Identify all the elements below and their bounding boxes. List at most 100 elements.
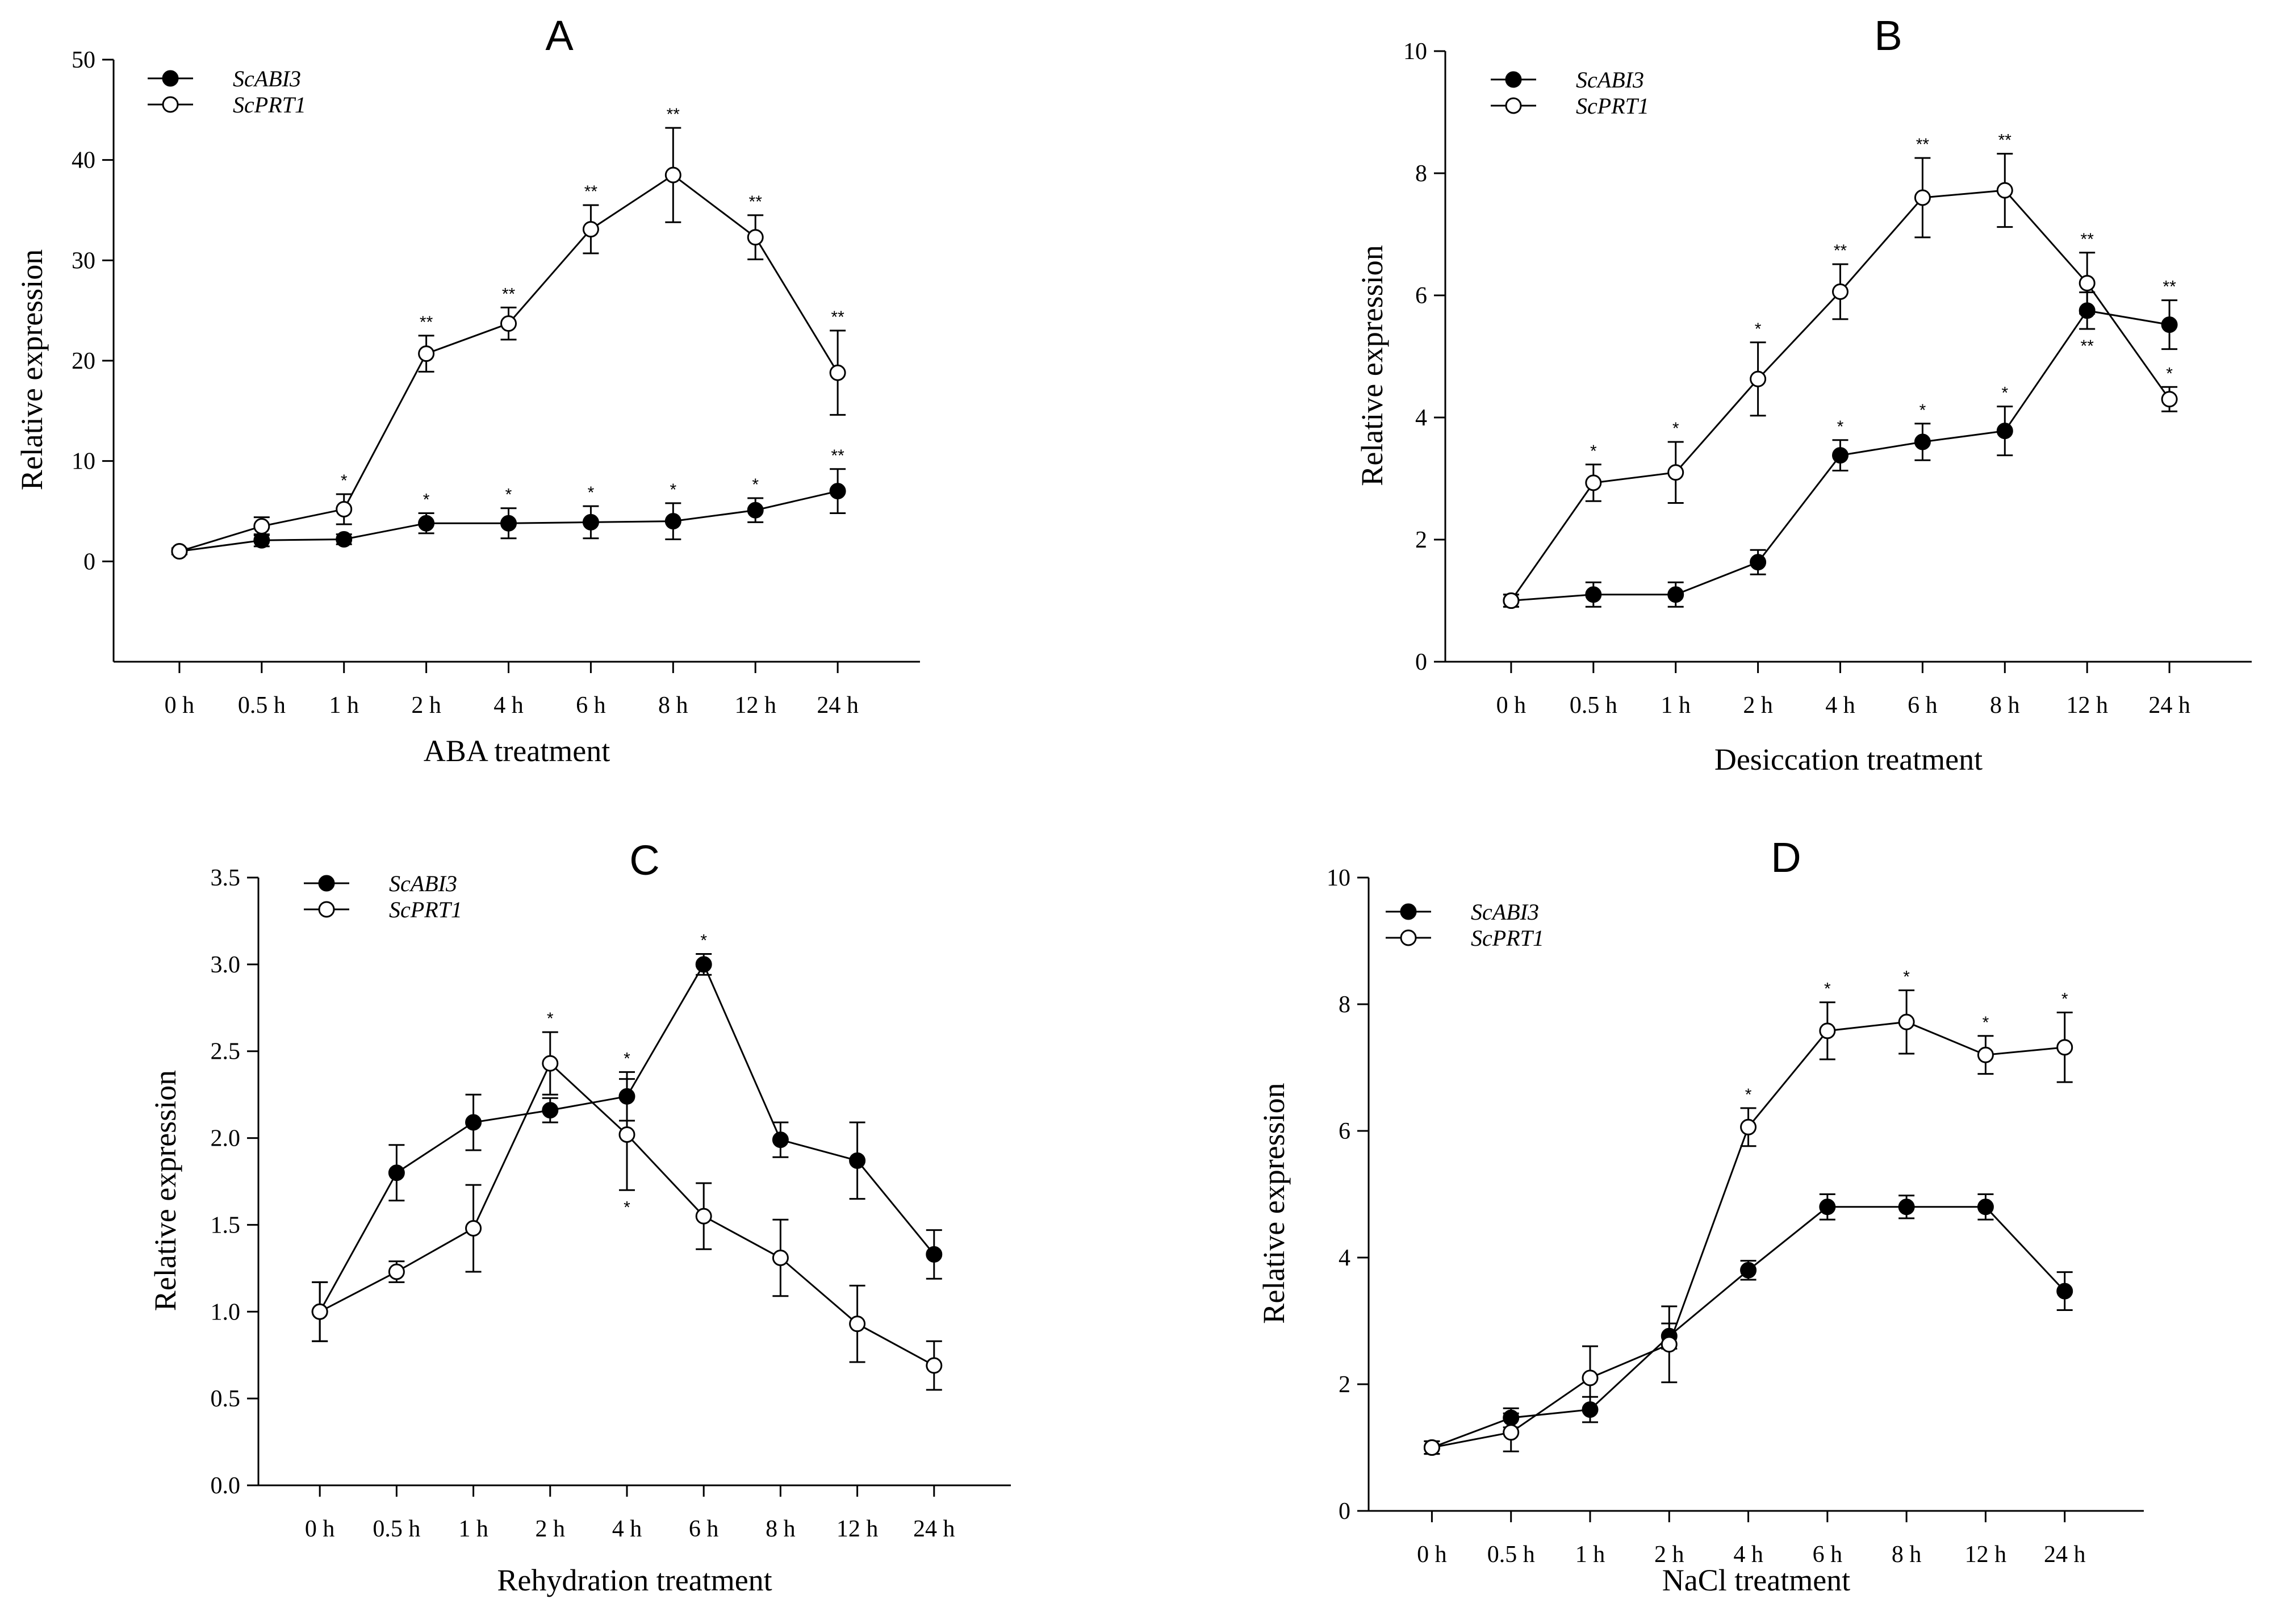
data-point — [253, 518, 270, 534]
legend-marker — [162, 96, 179, 113]
data-point — [1977, 1198, 1994, 1216]
chart-panel-b: B 0 2 4 6 8 10 0 h 0.5 h 1 h 2 h 4 h 6 h 8 h 12 h 24 h D… — [1355, 12, 2252, 776]
x-tick-label: 0 h — [305, 1516, 335, 1542]
data-point — [500, 515, 517, 532]
significance-mark: ** — [1834, 241, 1847, 260]
y-tick-label: 40 — [72, 148, 95, 174]
x-tick-label: 0.5 h — [238, 692, 286, 719]
data-point — [618, 1126, 635, 1143]
significance-mark: ** — [420, 313, 433, 332]
data-point — [1914, 433, 1931, 450]
panel-title: B — [1874, 12, 1902, 59]
significance-mark: * — [423, 491, 430, 510]
significance-mark: * — [1755, 320, 1762, 339]
series-scabi3: ******* — [171, 446, 846, 560]
x-tick-label: 8 h — [766, 1516, 796, 1542]
x-tick-label: 4 h — [1733, 1542, 1763, 1568]
data-point — [2056, 1039, 2073, 1056]
legend-label: ScABI3 — [1471, 899, 1539, 925]
data-point — [926, 1357, 943, 1374]
data-point — [1750, 554, 1767, 571]
significance-mark: * — [1903, 967, 1910, 986]
data-point — [747, 229, 764, 246]
data-point — [388, 1263, 405, 1280]
x-tick-label: 24 h — [2044, 1542, 2086, 1568]
data-point — [1423, 1439, 1440, 1456]
data-point — [1503, 592, 1520, 609]
significance-mark: * — [1983, 1013, 1989, 1032]
data-point — [2056, 1283, 2073, 1300]
y-tick-label: 0.0 — [211, 1473, 241, 1499]
y-tick-label: 8 — [1339, 992, 1350, 1018]
legend-label: ScPRT1 — [233, 92, 306, 118]
data-point — [695, 1208, 712, 1225]
x-tick-label: 0 h — [1417, 1542, 1447, 1568]
y-tick-label: 10 — [1327, 865, 1350, 891]
series-line — [1431, 1206, 2065, 1448]
legend-marker — [1505, 97, 1522, 114]
significance-mark: * — [624, 1049, 630, 1068]
data-point — [1740, 1118, 1757, 1135]
significance-mark: * — [341, 471, 348, 490]
significance-mark: * — [1672, 419, 1679, 438]
x-tick-label: 24 h — [2148, 692, 2190, 719]
chart-panel-c: C 0.0 0.5 1.0 1.5 2.0 2.5 3.0 3.5 0 h 0.5 h 1 h 2 h 4… — [148, 837, 1011, 1597]
data-point — [664, 513, 681, 530]
chart-panel-d: D 0 2 4 6 8 10 0 h 0.5 h 1 h 2 h 4 h 6 h 8 h 12 h 24 h N… — [1257, 834, 2144, 1597]
data-point — [542, 1102, 559, 1119]
data-point — [1832, 283, 1849, 300]
significance-mark: * — [1745, 1085, 1752, 1104]
y-tick-label: 1.0 — [211, 1299, 241, 1325]
data-point — [311, 1303, 328, 1320]
significance-mark: * — [505, 486, 512, 504]
y-tick-label: 1.5 — [211, 1212, 241, 1238]
y-tick-label: 2.5 — [211, 1039, 241, 1065]
legend-marker — [1505, 71, 1522, 88]
x-axis-title: ABA treatment — [424, 734, 610, 768]
data-point — [747, 502, 764, 519]
significance-mark: ** — [667, 105, 680, 124]
data-point — [1819, 1022, 1836, 1039]
x-tick-label: 2 h — [1743, 692, 1773, 719]
x-tick-label: 1 h — [1575, 1542, 1605, 1568]
significance-mark: * — [624, 1198, 630, 1217]
x-tick-label: 0 h — [1496, 692, 1527, 719]
y-axis-title: Relative expression — [148, 1070, 182, 1311]
significance-mark: * — [700, 932, 707, 950]
significance-mark: ** — [2081, 230, 2094, 249]
significance-mark: * — [2166, 364, 2173, 383]
data-point — [1898, 1013, 1915, 1030]
x-tick-label: 24 h — [817, 692, 859, 719]
x-axis-title: NaCl treatment — [1662, 1563, 1850, 1597]
significance-mark: ** — [1998, 131, 2012, 150]
x-tick-label: 8 h — [1892, 1542, 1922, 1568]
data-point — [829, 483, 846, 500]
data-point — [582, 513, 599, 531]
legend-label: ScPRT1 — [1576, 93, 1649, 119]
data-point — [1661, 1336, 1678, 1353]
data-point — [1585, 474, 1602, 491]
data-point — [2078, 275, 2096, 291]
x-tick-label: 0.5 h — [1570, 692, 1617, 719]
significance-mark: * — [547, 1009, 554, 1028]
y-tick-label: 3.0 — [211, 952, 241, 978]
y-tick-label: 10 — [72, 449, 95, 475]
data-point — [418, 515, 435, 532]
y-axis-title: Relative expression — [15, 249, 49, 490]
legend-marker — [162, 70, 179, 87]
significance-mark: ** — [831, 446, 844, 465]
data-point — [829, 364, 846, 381]
y-tick-label: 0.5 — [211, 1386, 241, 1412]
x-tick-label: 12 h — [1965, 1542, 2007, 1568]
legend-label: ScABI3 — [1576, 67, 1644, 93]
y-tick-label: 2.0 — [211, 1126, 241, 1152]
significance-mark: * — [588, 483, 595, 502]
series-scabi3 — [1423, 1193, 2073, 1456]
data-point — [1819, 1198, 1836, 1216]
x-tick-label: 2 h — [536, 1516, 566, 1542]
data-point — [849, 1316, 866, 1333]
legend-marker — [318, 875, 335, 892]
y-tick-label: 0 — [83, 549, 95, 575]
